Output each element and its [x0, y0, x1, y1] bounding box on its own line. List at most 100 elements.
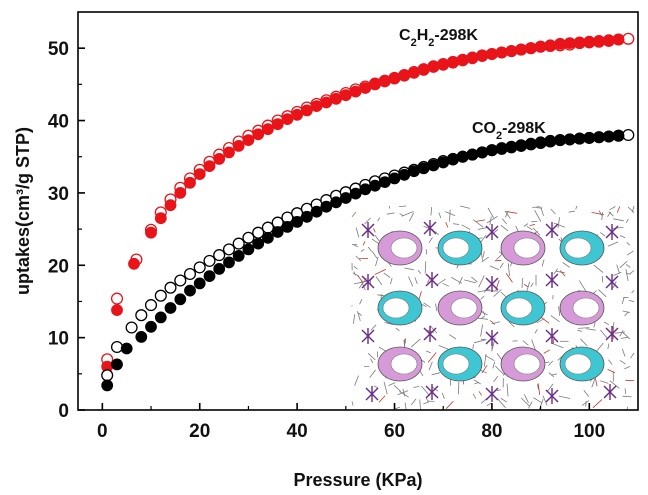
adsorption-point	[252, 128, 265, 141]
adsorption-point	[174, 293, 187, 306]
adsorption-point	[330, 196, 343, 209]
adsorption-point	[437, 156, 450, 169]
x-tick-label: 60	[384, 421, 405, 442]
series-label-c2h2: C2H2-298K	[399, 27, 478, 49]
adsorption-point	[301, 104, 313, 117]
adsorption-point	[525, 42, 537, 55]
desorption-point	[242, 231, 255, 244]
adsorption-point	[369, 179, 381, 192]
desorption-point	[203, 254, 216, 267]
pore-cavity	[390, 237, 418, 259]
desorption-point	[222, 243, 236, 256]
adsorption-point	[359, 183, 372, 196]
desorption-point	[622, 128, 635, 142]
adsorption-point	[223, 256, 235, 269]
adsorption-point	[252, 237, 265, 250]
pore-cavity	[450, 297, 478, 319]
desorption-point	[125, 321, 138, 334]
adsorption-point	[515, 43, 527, 56]
desorption-point	[154, 289, 167, 302]
adsorption-point	[534, 40, 547, 53]
adsorption-point	[301, 210, 313, 223]
adsorption-point	[593, 131, 605, 144]
adsorption-point	[330, 92, 343, 105]
adsorption-point	[417, 64, 430, 76]
adsorption-point	[145, 226, 157, 239]
pore-cavity	[513, 353, 541, 375]
labels-layer: C2H2-298K CO2-298K	[399, 27, 546, 142]
adsorption-point	[554, 134, 566, 147]
adsorption-point	[223, 146, 235, 159]
adsorption-point	[486, 48, 498, 60]
x-tick-label: 20	[189, 421, 210, 442]
adsorption-point	[456, 150, 469, 163]
pore-cavity	[513, 237, 541, 259]
adsorption-point	[456, 54, 469, 67]
pore-cavity	[564, 237, 592, 259]
pore-cavity	[564, 353, 592, 375]
pore-cavity	[382, 297, 410, 319]
adsorption-point	[154, 212, 167, 225]
adsorption-point	[534, 136, 547, 149]
adsorption-point	[203, 160, 216, 173]
adsorption-point	[339, 192, 352, 204]
adsorption-point	[154, 311, 167, 324]
metal-nodes	[361, 220, 619, 404]
y-axis-label: uptakes(cm³/g STP)	[13, 127, 33, 295]
y-tick-label: 40	[48, 112, 69, 133]
adsorption-point	[120, 342, 133, 355]
adsorption-point	[271, 118, 284, 131]
adsorption-point	[184, 176, 196, 189]
adsorption-point	[388, 72, 401, 85]
adsorption-point	[398, 69, 411, 82]
adsorption-point	[174, 187, 187, 199]
adsorption-point	[447, 153, 459, 166]
x-tick-label: 80	[481, 421, 502, 442]
desorption-point	[101, 369, 114, 382]
crystal-structure-inset	[351, 205, 635, 411]
adsorption-point	[378, 75, 391, 88]
adsorption-point	[602, 34, 615, 47]
adsorption-point	[213, 263, 226, 275]
desorption-point	[252, 226, 265, 239]
series-1	[101, 128, 635, 392]
adsorption-point	[281, 221, 294, 233]
adsorption-point	[310, 205, 323, 218]
adsorption-point	[262, 231, 274, 244]
desorption-point	[164, 281, 177, 294]
adsorption-point	[573, 36, 586, 49]
adsorption-point	[101, 379, 114, 392]
adsorption-point	[128, 257, 140, 270]
y-tick-label: 30	[48, 184, 69, 205]
desorption-point	[622, 32, 635, 45]
desorption-point	[213, 249, 226, 262]
pore-cavity	[505, 297, 533, 319]
adsorption-point	[111, 358, 123, 371]
pore-cavity	[442, 237, 470, 259]
adsorption-point	[495, 46, 508, 59]
y-tick-label: 50	[48, 39, 69, 60]
adsorption-point	[554, 37, 566, 50]
adsorption-point	[447, 56, 459, 69]
adsorption-point	[417, 162, 430, 175]
pore-cavity	[390, 353, 418, 375]
adsorption-point	[291, 216, 304, 228]
adsorption-point	[515, 139, 527, 152]
adsorption-point	[369, 78, 381, 91]
adsorption-point	[583, 35, 596, 48]
adsorption-point	[495, 142, 508, 154]
series-layer	[101, 32, 635, 392]
adsorption-point	[111, 304, 123, 317]
adsorption-point	[359, 82, 372, 94]
adsorption-point	[203, 270, 216, 283]
adsorption-point	[378, 176, 391, 189]
adsorption-point	[281, 113, 294, 125]
y-tick-label: 0	[58, 401, 69, 422]
adsorption-point	[242, 134, 255, 147]
adsorption-point	[164, 302, 177, 314]
adsorption-point	[593, 35, 605, 47]
adsorption-point	[544, 39, 557, 52]
adsorption-point	[505, 45, 518, 57]
x-tick-label: 40	[287, 421, 308, 442]
